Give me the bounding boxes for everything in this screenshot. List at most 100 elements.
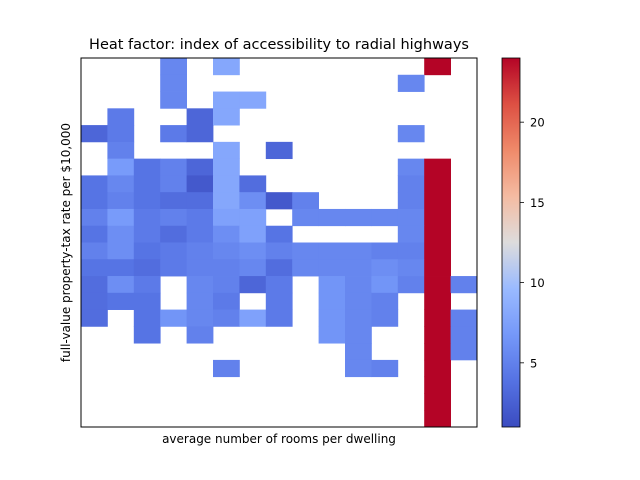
heatmap-cell <box>424 292 451 310</box>
heatmap-cell <box>397 225 425 243</box>
heatmap-cell <box>450 309 478 327</box>
heatmap-cell <box>397 125 425 143</box>
heatmap-cell <box>160 175 187 193</box>
heatmap-cell <box>345 359 372 378</box>
heatmap-cell <box>424 276 451 294</box>
heatmap-cell <box>160 309 187 327</box>
heatmap-cell <box>371 276 399 294</box>
heatmap-cell <box>239 175 267 193</box>
heatmap-cell <box>186 309 214 327</box>
heatmap-cell <box>239 242 267 260</box>
heatmap-cell <box>371 259 399 277</box>
heatmap-cell <box>318 326 346 344</box>
heatmap-cell <box>345 343 372 361</box>
heatmap-cell <box>292 242 319 260</box>
heatmap-cell <box>81 309 108 327</box>
heatmap-cell <box>107 276 135 294</box>
heatmap-cell <box>160 58 187 76</box>
heatmap-cell <box>397 158 425 176</box>
heatmap-cell <box>107 158 135 176</box>
heatmap-cell <box>81 225 108 243</box>
heatmap-cell <box>318 292 346 310</box>
heatmap-cell <box>107 192 135 210</box>
heatmap-cell <box>213 108 240 126</box>
heatmap-cell <box>133 242 161 260</box>
heatmap-cell <box>160 158 187 176</box>
heatmap-cell <box>292 259 319 277</box>
heatmap-cell <box>186 175 214 193</box>
heatmap-cell <box>371 309 399 327</box>
heatmap-cell <box>160 125 187 143</box>
heatmap-cell <box>81 192 108 210</box>
heatmap-cell <box>345 208 372 227</box>
heatmap-cell <box>133 326 161 344</box>
heatmap-cell <box>450 276 478 294</box>
heatmap-cell <box>213 242 240 260</box>
heatmap-cell <box>160 225 187 243</box>
heatmap-cell <box>424 309 451 327</box>
heatmap-cell <box>318 259 346 277</box>
heatmap-cell <box>186 158 214 176</box>
heatmap-cell <box>133 276 161 294</box>
heatmap-cell <box>81 208 108 227</box>
heatmap-cell <box>265 276 293 294</box>
heatmap-cell <box>397 242 425 260</box>
colorbar-ticks: 5 10 15 20 <box>520 116 545 370</box>
heatmap-cell <box>424 225 451 243</box>
heatmap-cell <box>397 276 425 294</box>
heatmap-cell <box>107 225 135 243</box>
heatmap-cell <box>133 192 161 210</box>
heatmap-cell <box>133 259 161 277</box>
y-axis-label: full-value property-tax rate per $10,000 <box>59 123 73 362</box>
heatmap-cell <box>450 343 478 361</box>
heatmap-cell <box>345 276 372 294</box>
heatmap-cell <box>371 242 399 260</box>
heatmap-cell <box>186 192 214 210</box>
heatmap-cell <box>133 225 161 243</box>
x-axis-label: average number of rooms per dwelling <box>162 432 396 446</box>
heatmap-cell <box>424 259 451 277</box>
heatmap-cell <box>213 359 240 378</box>
heatmap-cell <box>186 276 214 294</box>
heatmap-cell <box>239 91 267 109</box>
heatmap-cell <box>81 242 108 260</box>
colorbar-tick-label: 20 <box>530 116 545 130</box>
heatmap-cell <box>424 376 451 394</box>
heatmap-cell <box>424 326 451 344</box>
heatmap-cell <box>318 208 346 227</box>
heatmap-cell <box>424 208 451 227</box>
heatmap-cell <box>133 292 161 310</box>
heatmap-cell <box>265 225 293 243</box>
heatmap-cell <box>213 309 240 327</box>
heatmap-cell <box>213 292 240 310</box>
heatmap-cell <box>186 208 214 227</box>
heatmap-cell <box>186 108 214 126</box>
heatmap-cell <box>345 242 372 260</box>
heatmap-cell <box>345 326 372 344</box>
heatmap-cell <box>424 58 451 76</box>
heatmap-cell <box>424 410 451 428</box>
heatmap-cell <box>239 208 267 227</box>
heatmap-cell <box>186 292 214 310</box>
heatmap-cell <box>397 208 425 227</box>
heatmap-cell <box>213 175 240 193</box>
heatmap-cell <box>133 175 161 193</box>
heatmap-cell <box>239 192 267 210</box>
heatmap-cell <box>424 242 451 260</box>
heatmap-cell <box>424 175 451 193</box>
heatmap-cell <box>397 259 425 277</box>
heatmap-cell <box>107 208 135 227</box>
heatmap-cell <box>160 242 187 260</box>
heatmap-cell <box>424 158 451 176</box>
heatmap-cell <box>265 242 293 260</box>
heatmap-cell <box>265 141 293 160</box>
heatmap-cell <box>133 309 161 327</box>
heatmap-cell <box>318 309 346 327</box>
heatmap-cell <box>213 276 240 294</box>
heatmap-cell <box>81 292 108 310</box>
heatmap-cell <box>318 242 346 260</box>
heatmap-cell <box>186 259 214 277</box>
heatmap-cell <box>107 175 135 193</box>
heatmap-cell <box>213 58 240 76</box>
